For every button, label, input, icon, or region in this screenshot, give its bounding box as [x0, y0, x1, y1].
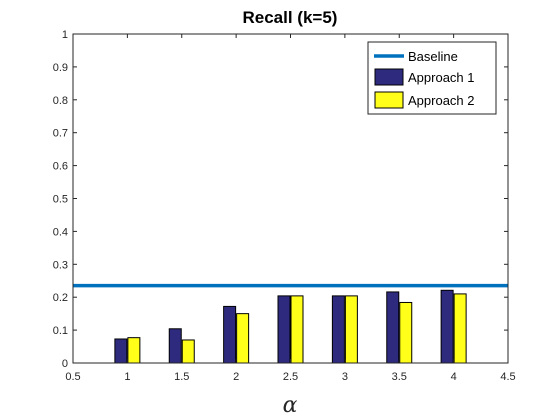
legend: Baseline Approach 1 Approach 2	[367, 41, 497, 115]
legend-approach-1-label: Approach 1	[408, 70, 475, 85]
chart-title: Recall (k=5)	[243, 8, 338, 27]
y-tick-label: 0	[62, 358, 68, 370]
bar-approach-2-3	[290, 295, 304, 364]
x-tick-label: 0.5	[65, 371, 80, 383]
y-tick-label: 1	[62, 29, 68, 41]
legend-approach-2-swatch	[374, 91, 404, 109]
x-tick-label: 1.5	[174, 371, 189, 383]
bar-approach-2-4	[344, 295, 358, 364]
bar-approach-1-4	[331, 295, 345, 364]
x-axis: 0.5 1 1.5 2 2.5 3 3.5 4 4.5	[65, 34, 516, 383]
legend-approach-1-swatch	[374, 68, 404, 86]
legend-baseline-label: Baseline	[408, 49, 458, 64]
bar-approach-1-5	[386, 291, 400, 364]
x-tick-label: 4	[451, 371, 457, 383]
y-tick-label: 0.7	[53, 128, 68, 140]
y-tick-label: 0.5	[53, 194, 68, 206]
y-tick-label: 0.9	[53, 62, 68, 74]
x-tick-label: 3	[342, 371, 348, 383]
x-tick-label: 2.5	[283, 371, 298, 383]
bar-approach-1-3	[277, 295, 291, 364]
y-tick-label: 0.4	[53, 226, 68, 238]
x-tick-label: 4.5	[500, 371, 515, 383]
y-tick-label: 0.1	[53, 325, 68, 337]
x-tick-label: 1	[124, 371, 130, 383]
bar-approach-1-1	[168, 328, 182, 364]
y-axis: 0 0.1 0.2 0.3 0.4 0.5 0.6 0.7 0.8 0.9 1	[53, 29, 508, 370]
bar-approach-1-6	[440, 289, 454, 364]
legend-approach-2-label: Approach 2	[408, 93, 475, 108]
x-axis-label: α	[283, 393, 298, 418]
bar-approach-2-6	[453, 293, 467, 364]
y-tick-label: 0.2	[53, 292, 68, 304]
x-tick-label: 3.5	[392, 371, 407, 383]
bar-approach-2-1	[181, 339, 195, 364]
y-tick-label: 0.3	[53, 259, 68, 271]
y-tick-label: 0.6	[53, 161, 68, 173]
bar-approach-2-0	[127, 337, 141, 364]
bar-approach-1-2	[223, 305, 237, 364]
x-tick-label: 2	[233, 371, 239, 383]
bar-approach-1-0	[114, 338, 128, 364]
bar-approach-2-2	[236, 313, 250, 364]
bar-approach-2-5	[399, 301, 413, 364]
y-tick-label: 0.8	[53, 95, 68, 107]
